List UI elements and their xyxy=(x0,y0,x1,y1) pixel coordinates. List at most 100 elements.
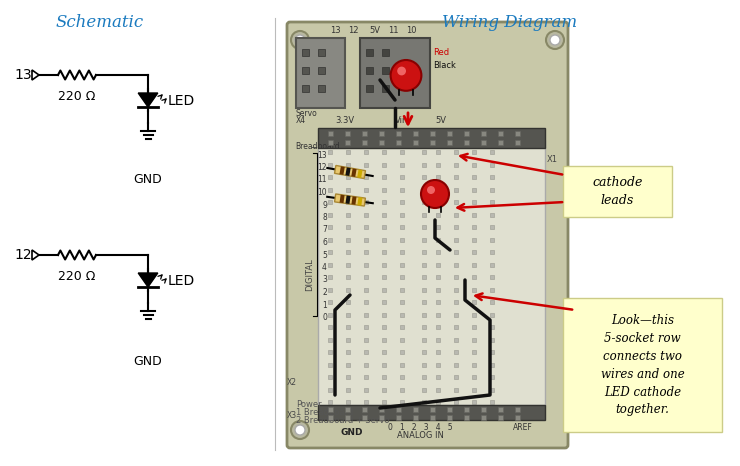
Bar xyxy=(328,325,332,329)
Bar xyxy=(454,375,458,379)
Polygon shape xyxy=(138,273,158,287)
Bar xyxy=(490,300,494,304)
Text: 2 Breadboard + Servo: 2 Breadboard + Servo xyxy=(296,416,389,425)
Bar xyxy=(436,187,440,192)
Bar xyxy=(400,313,404,316)
Bar xyxy=(328,275,332,279)
Bar xyxy=(472,375,476,379)
Bar xyxy=(328,400,332,404)
Bar xyxy=(301,48,309,55)
Bar xyxy=(436,388,440,391)
Bar xyxy=(422,375,426,379)
Bar xyxy=(328,337,332,342)
Bar xyxy=(454,225,458,229)
Bar xyxy=(346,187,350,192)
Bar xyxy=(422,175,426,179)
Bar xyxy=(400,388,404,391)
Text: 220 Ω: 220 Ω xyxy=(58,270,95,283)
Bar xyxy=(463,130,468,136)
Bar xyxy=(446,139,451,144)
Text: 0   1   2   3   4   5: 0 1 2 3 4 5 xyxy=(388,423,452,432)
Bar xyxy=(454,175,458,179)
Bar xyxy=(382,363,386,366)
Bar xyxy=(346,388,350,391)
Bar xyxy=(328,175,332,179)
Bar xyxy=(378,406,383,411)
Bar xyxy=(364,350,368,354)
Circle shape xyxy=(397,67,406,75)
Bar xyxy=(463,414,468,419)
Bar xyxy=(436,212,440,217)
Bar xyxy=(490,262,494,267)
Bar xyxy=(422,337,426,342)
Bar xyxy=(318,405,545,420)
Text: 13: 13 xyxy=(330,26,340,35)
Bar xyxy=(436,325,440,329)
Bar xyxy=(472,313,476,316)
Bar xyxy=(345,139,349,144)
Bar xyxy=(454,388,458,391)
Bar xyxy=(378,139,383,144)
Bar xyxy=(472,388,476,391)
Polygon shape xyxy=(32,250,39,260)
Bar xyxy=(357,170,363,178)
Bar xyxy=(362,139,366,144)
Bar xyxy=(436,225,440,229)
FancyBboxPatch shape xyxy=(563,298,722,432)
Text: 1: 1 xyxy=(322,301,327,309)
Bar xyxy=(382,275,386,279)
Bar xyxy=(400,212,404,217)
Text: 3: 3 xyxy=(322,275,327,285)
Bar xyxy=(364,363,368,366)
Bar xyxy=(436,313,440,316)
Text: X2: X2 xyxy=(287,378,297,387)
Bar xyxy=(301,67,309,74)
Bar xyxy=(472,262,476,267)
Circle shape xyxy=(295,35,305,45)
Bar xyxy=(364,187,368,192)
Text: GND: GND xyxy=(134,355,162,368)
Bar xyxy=(472,150,476,154)
Bar xyxy=(364,300,368,304)
Bar xyxy=(328,187,332,192)
Bar xyxy=(382,337,386,342)
Bar xyxy=(497,414,502,419)
Text: GND: GND xyxy=(134,173,162,186)
Bar xyxy=(362,406,366,411)
Bar xyxy=(382,250,386,254)
Bar xyxy=(412,406,417,411)
Bar xyxy=(346,195,351,204)
Bar xyxy=(497,139,502,144)
Bar xyxy=(436,288,440,292)
Bar xyxy=(480,414,485,419)
Circle shape xyxy=(546,31,564,49)
Text: Servo: Servo xyxy=(296,109,317,118)
Text: X4: X4 xyxy=(296,116,306,125)
Bar xyxy=(346,300,350,304)
Bar xyxy=(364,212,368,217)
Text: 8: 8 xyxy=(322,213,327,222)
Bar xyxy=(400,163,404,166)
Bar xyxy=(454,350,458,354)
Bar xyxy=(422,225,426,229)
Bar xyxy=(382,187,386,192)
Bar xyxy=(400,200,404,204)
Bar xyxy=(382,163,386,166)
Text: DIGITAL: DIGITAL xyxy=(306,259,314,291)
Text: Vin: Vin xyxy=(395,116,408,125)
Bar xyxy=(328,414,332,419)
Bar xyxy=(400,238,404,241)
Text: 3.3V: 3.3V xyxy=(335,116,354,125)
Bar xyxy=(436,337,440,342)
Bar xyxy=(454,262,458,267)
Bar xyxy=(334,165,366,178)
Bar xyxy=(328,225,332,229)
Circle shape xyxy=(421,180,449,208)
Bar xyxy=(360,38,430,108)
Bar xyxy=(454,400,458,404)
Bar xyxy=(490,400,494,404)
Bar xyxy=(328,300,332,304)
Bar xyxy=(422,400,426,404)
Bar xyxy=(422,250,426,254)
Text: Power: Power xyxy=(296,400,322,409)
